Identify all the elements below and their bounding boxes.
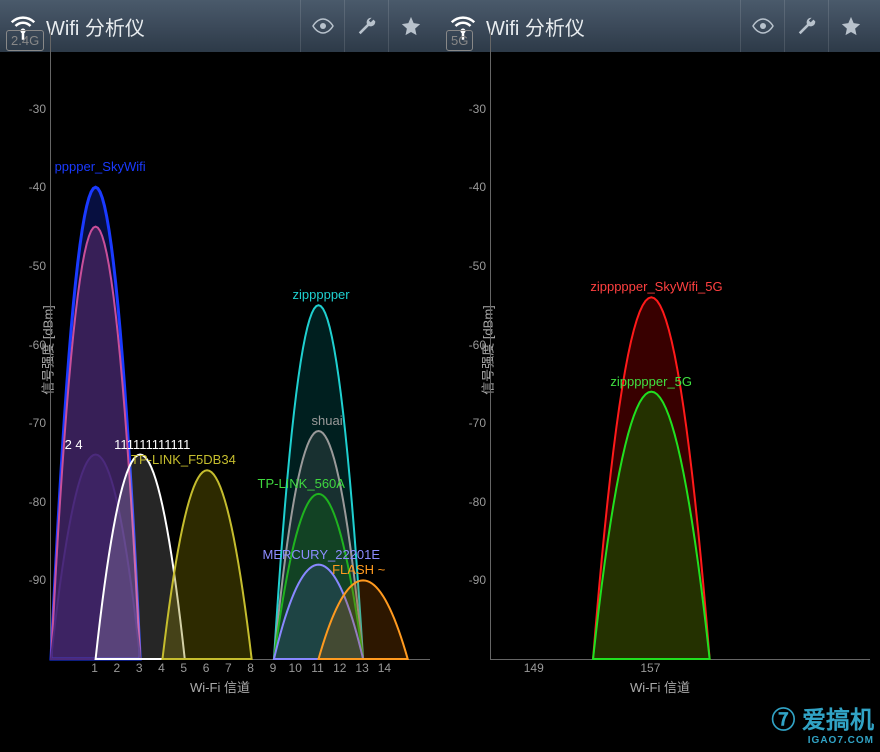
y-tick: -90 (18, 573, 46, 587)
network-label: shuai (312, 413, 343, 428)
panel-2g: Wifi 分析仪 2.4G 信号强度 [dBm] Wi-Fi 信道 -30-40… (0, 0, 440, 700)
y-tick: -90 (458, 573, 486, 587)
network-label: 2 4 (65, 437, 83, 452)
y-tick: -30 (18, 102, 46, 116)
network-label: TP-LINK_F5DB34 (131, 452, 236, 467)
x-tick: 13 (352, 661, 372, 675)
x-tick: 3 (129, 661, 149, 675)
x-tick: 8 (241, 661, 261, 675)
x-tick: 2 (107, 661, 127, 675)
y-tick: -60 (18, 338, 46, 352)
band-badge-2g: 2.4G (6, 30, 44, 51)
x-axis-label: Wi-Fi 信道 (440, 677, 880, 696)
network-label: pppper_SkyWifi (55, 159, 146, 174)
x-tick: 10 (285, 661, 305, 675)
x-tick: 5 (174, 661, 194, 675)
watermark-sub: IGAO7.COM (771, 735, 874, 746)
x-tick: 11 (308, 661, 328, 675)
band-badge-5g: 5G (446, 30, 473, 51)
panel-5g: Wifi 分析仪 5G 信号强度 [dBm] Wi-Fi 信道 -30-40-5… (440, 0, 880, 700)
network-curve (162, 470, 251, 659)
x-tick: 9 (263, 661, 283, 675)
y-tick: -40 (458, 180, 486, 194)
y-tick: -40 (18, 180, 46, 194)
network-label: MERCURY_22201E (263, 547, 381, 562)
x-tick: 12 (330, 661, 350, 675)
x-tick: 4 (151, 661, 171, 675)
network-label: TP-LINK_560A (258, 476, 345, 491)
y-tick: -60 (458, 338, 486, 352)
network-label: zippppper (293, 287, 350, 302)
network-label: 111111111111 (114, 437, 190, 452)
y-tick: -50 (458, 259, 486, 273)
y-tick: -70 (18, 416, 46, 430)
network-label: FLASH ~ (332, 562, 385, 577)
y-tick: -50 (18, 259, 46, 273)
x-tick: 7 (218, 661, 238, 675)
x-tick: 14 (374, 661, 394, 675)
x-tick: 157 (640, 661, 660, 675)
network-curve (593, 392, 710, 659)
chart-5g (490, 30, 870, 660)
watermark: ⑦ 爱搞机 IGAO7.COM (771, 700, 874, 746)
y-tick: -80 (458, 495, 486, 509)
y-tick: -80 (18, 495, 46, 509)
network-label: zippppper_5G (610, 374, 692, 389)
y-tick: -30 (458, 102, 486, 116)
x-tick: 1 (85, 661, 105, 675)
watermark-main: ⑦ 爱搞机 (771, 707, 874, 734)
x-tick: 6 (196, 661, 216, 675)
y-tick: -70 (458, 416, 486, 430)
x-tick: 149 (524, 661, 544, 675)
network-label: zippppper_SkyWifi_5G (590, 279, 722, 294)
x-axis-label: Wi-Fi 信道 (0, 677, 440, 696)
